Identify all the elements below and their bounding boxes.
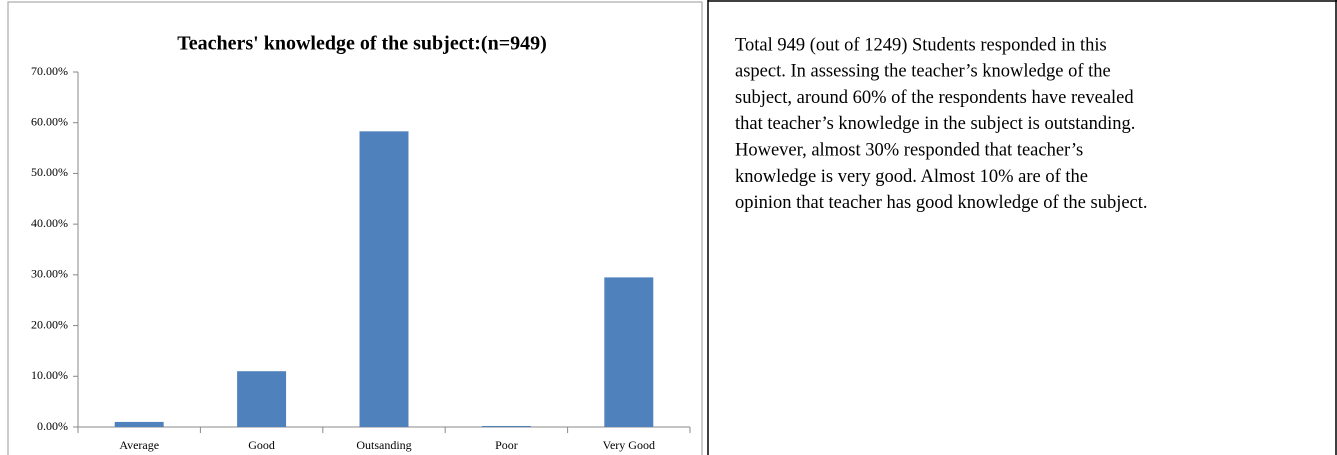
y-tick-label: 10.00% [31,368,68,382]
paragraph-line: However, almost 30% responded that teach… [735,140,1083,160]
bar [481,425,531,427]
x-tick-label: Poor [495,438,518,452]
y-tick-label: 70.00% [31,64,68,78]
y-tick-label: 30.00% [31,267,68,281]
paragraph-line: subject, around 60% of the respondents h… [735,88,1134,108]
paragraph-line: aspect. In assessing the teacher’s knowl… [735,62,1111,82]
y-tick-label: 40.00% [31,216,68,230]
y-tick-label: 50.00% [31,165,68,179]
paragraph-line: Total 949 (out of 1249) Students respond… [735,35,1107,55]
paragraph-line: knowledge is very good. Almost 10% are o… [735,167,1088,187]
y-tick-label: 20.00% [31,317,68,331]
x-tick-label: Very Good [603,438,655,452]
bar [359,131,409,428]
y-tick-label: 0.00% [37,419,68,433]
chart-frame [7,1,703,455]
x-tick-label: Good [248,438,275,452]
x-tick-label: Outsanding [356,438,411,452]
paragraph-line: opinion that teacher has good knowledge … [735,193,1148,213]
bar [114,421,164,427]
bar [604,277,654,427]
y-tick-label: 60.00% [31,114,68,128]
bar [237,371,287,427]
x-tick-label: Average [119,438,159,452]
chart-title: Teachers' knowledge of the subject:(n=94… [177,33,547,55]
paragraph-line: that teacher’s knowledge in the subject … [735,114,1135,134]
